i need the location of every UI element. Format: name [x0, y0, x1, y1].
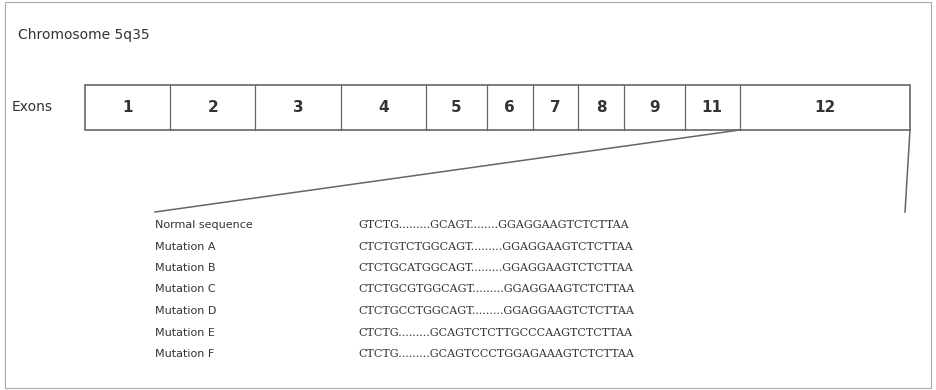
Text: 2: 2 [208, 100, 218, 115]
Text: Mutation F: Mutation F [155, 349, 214, 359]
Text: Mutation E: Mutation E [155, 328, 215, 337]
Text: 6: 6 [505, 100, 515, 115]
Text: CTCTG.........GCAGTCTCTTGCCCAAGTCTCTTAA: CTCTG.........GCAGTCTCTTGCCCAAGTCTCTTAA [358, 328, 632, 337]
Text: Mutation B: Mutation B [155, 263, 215, 273]
Text: CTCTGCATGGCAGT.........GGAGGAAGTCTCTTAA: CTCTGCATGGCAGT.........GGAGGAAGTCTCTTAA [358, 263, 633, 273]
Text: Mutation A: Mutation A [155, 241, 215, 252]
Text: CTCTG.........GCAGTCCCTGGAGAAAGTCTCTTAA: CTCTG.........GCAGTCCCTGGAGAAAGTCTCTTAA [358, 349, 634, 359]
Text: CTCTGCGTGGCAGT.........GGAGGAAGTCTCTTAA: CTCTGCGTGGCAGT.........GGAGGAAGTCTCTTAA [358, 284, 635, 294]
Text: 12: 12 [814, 100, 836, 115]
Text: 3: 3 [293, 100, 303, 115]
Text: 11: 11 [702, 100, 723, 115]
Text: CTCTGTCTGGCAGT.........GGAGGAAGTCTCTTAA: CTCTGTCTGGCAGT.........GGAGGAAGTCTCTTAA [358, 241, 633, 252]
Text: Exons: Exons [12, 101, 53, 115]
Text: GTCTG.........GCAGT........GGAGGAAGTCTCTTAA: GTCTG.........GCAGT........GGAGGAAGTCTCT… [358, 220, 629, 230]
Text: 9: 9 [649, 100, 660, 115]
Text: 1: 1 [123, 100, 133, 115]
Text: Mutation C: Mutation C [155, 284, 215, 294]
Text: Mutation D: Mutation D [155, 306, 216, 316]
Bar [85, 85, 910, 130]
Text: 7: 7 [550, 100, 561, 115]
Text: 4: 4 [378, 100, 388, 115]
Text: CTCTGCCTGGCAGT.........GGAGGAAGTCTCTTAA: CTCTGCCTGGCAGT.........GGAGGAAGTCTCTTAA [358, 306, 634, 316]
Text: Chromosome 5q35: Chromosome 5q35 [18, 28, 150, 42]
Text: 8: 8 [595, 100, 607, 115]
Text: 5: 5 [451, 100, 461, 115]
Text: Normal sequence: Normal sequence [155, 220, 253, 230]
